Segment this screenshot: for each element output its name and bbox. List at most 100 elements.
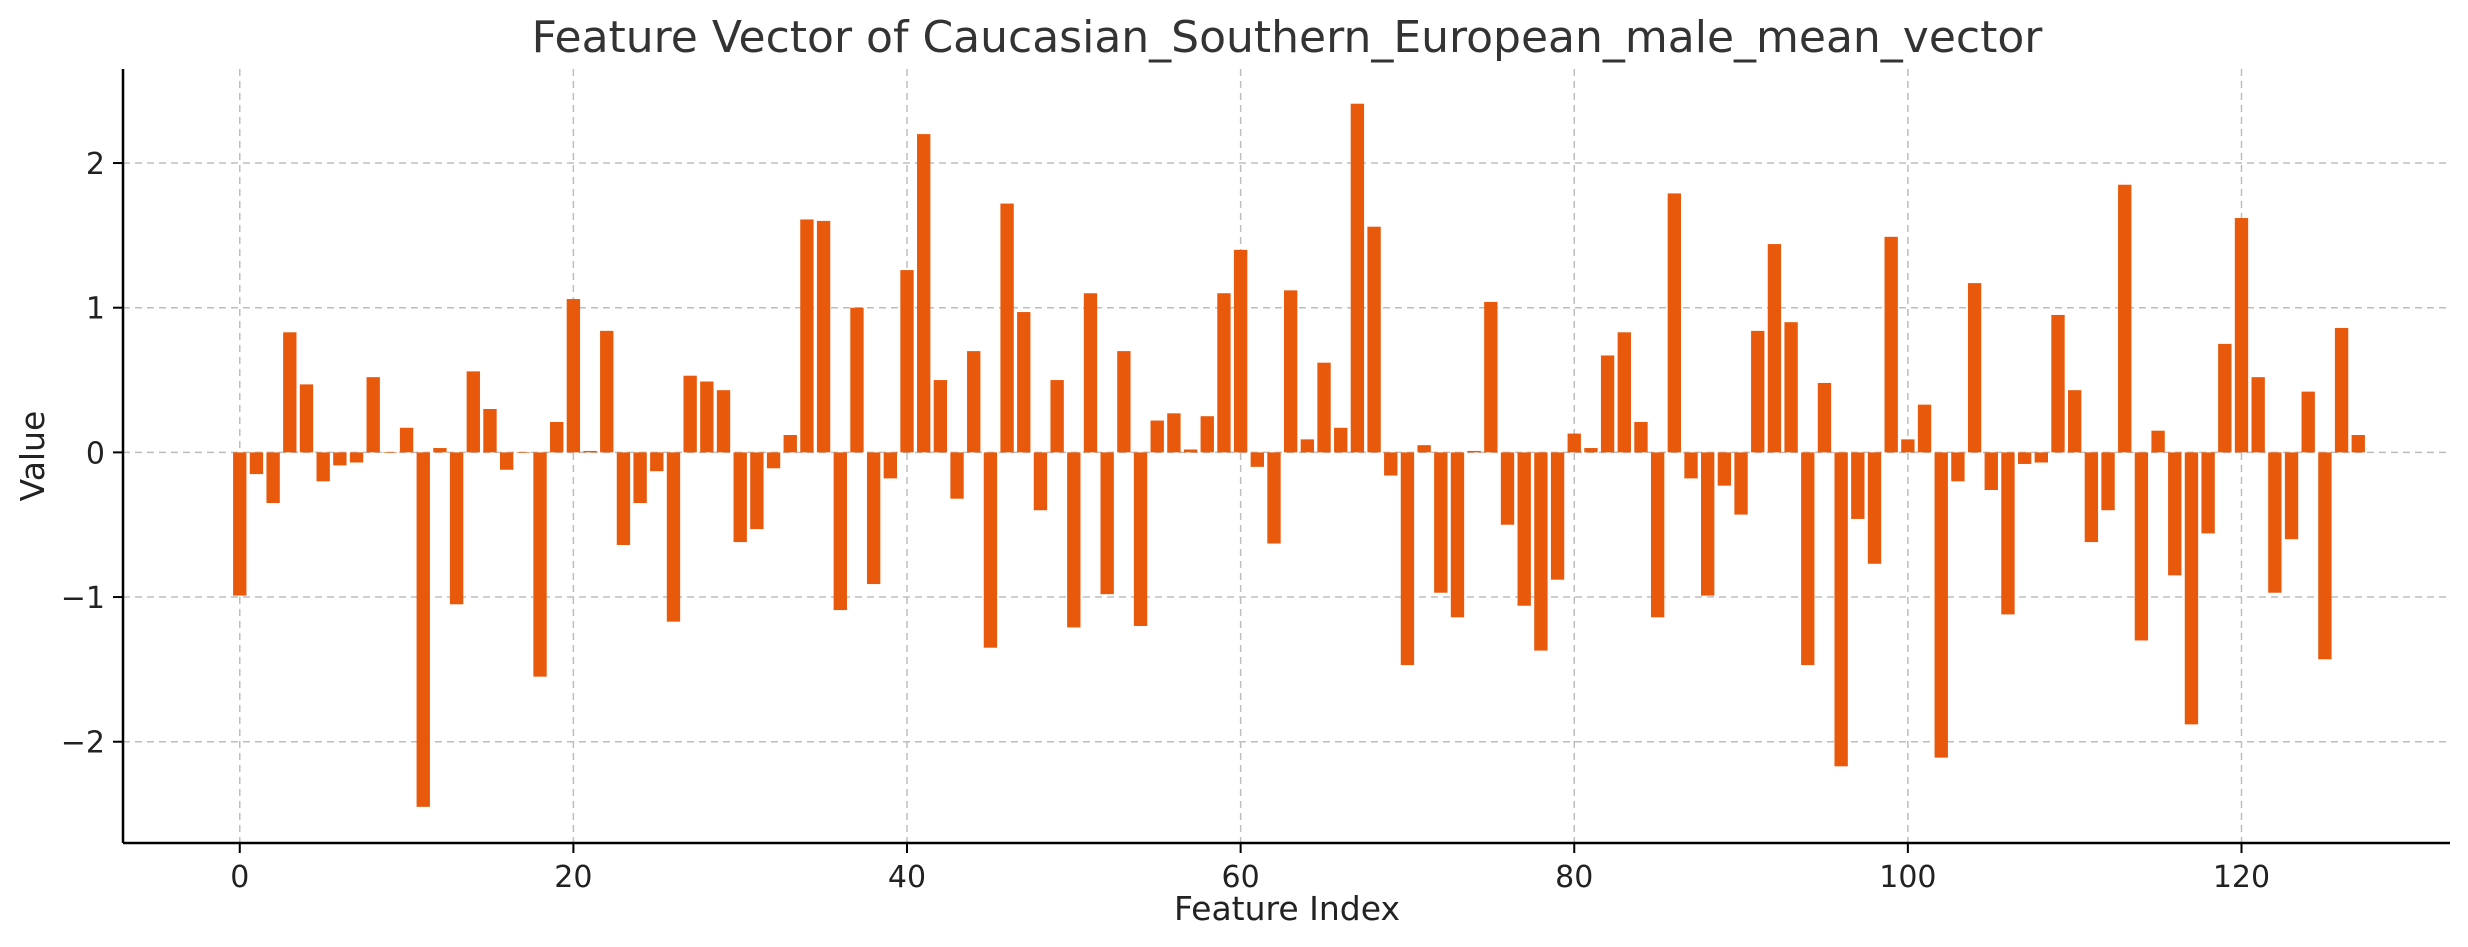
bar [2051,314,2065,453]
bar [1734,452,1748,515]
y-tick-label: −1 [61,581,105,616]
bar [2034,452,2048,463]
bar [2334,327,2349,453]
bar [1250,452,1264,467]
bar [1434,452,1448,593]
bar [700,381,714,453]
bar [1033,452,1048,511]
bar [1600,355,1615,453]
bar [900,270,914,453]
chart-title: Feature Vector of Caucasian_Southern_Eur… [532,12,2044,63]
bar [483,408,497,453]
x-tick-label: 40 [888,860,926,895]
bar [2134,452,2149,641]
bar [1334,427,1348,453]
bar [816,220,831,453]
bar [1801,452,1815,666]
bar [1267,452,1281,544]
bar [2084,452,2099,543]
bar [683,375,697,453]
axes [121,69,2450,845]
bar [1967,283,1982,453]
bar [1584,448,1598,453]
y-tick-label: −2 [61,726,105,761]
bar [499,452,514,470]
bar [1050,380,1064,453]
y-axis-label: Value [13,411,52,502]
bar [566,299,581,453]
bar [1367,226,1381,453]
bar [917,134,931,453]
bar [1901,439,1915,453]
bar [1467,450,1481,453]
y-tick-label: 1 [86,292,105,327]
x-tick-label: 80 [1555,860,1593,895]
bar [1017,312,1031,453]
bar [1667,193,1682,453]
bar [2351,435,2365,453]
grid-lines [123,69,2450,843]
bar [967,351,981,453]
bar [1300,439,1315,453]
bar [600,330,614,453]
bar [1233,249,1248,453]
bar [1634,422,1648,453]
bar [433,448,447,453]
bar [233,452,247,596]
bar [1534,452,1548,651]
bar [1934,452,1948,758]
bar [2017,452,2032,464]
bar [1133,452,1148,626]
ticks: 0 20 40 60 80 100 120 −2 −1 0 1 2 [61,147,2270,895]
bar [1484,301,1498,453]
bar [399,427,414,453]
bar [1784,322,1798,453]
bar [1917,404,1932,453]
x-tick-label: 120 [2213,860,2270,895]
bar [249,452,264,475]
bar [1767,244,1782,453]
bar [1083,293,1098,453]
bar [716,390,731,453]
bar [1851,452,1865,519]
bar [983,452,998,648]
bar [733,452,747,543]
bar [1650,452,1665,618]
bar [833,452,847,611]
bar [1183,449,1198,453]
bar [650,452,664,472]
bar [1417,445,1431,453]
bar [2118,184,2132,453]
y-tick-label: 0 [86,436,105,471]
bar [1350,103,1365,453]
bar [2268,452,2282,593]
bar [299,384,314,453]
bar [850,307,864,453]
bar [1283,290,1298,453]
bar [1500,452,1515,525]
bar [1617,332,1631,453]
bar [1984,452,1998,490]
bar [783,435,797,453]
y-tick-label: 2 [86,147,105,182]
bar [533,452,547,677]
bar [1817,382,1832,453]
bar [2251,377,2265,453]
bars [233,103,2365,807]
x-tick-label: 60 [1222,860,1260,895]
bar [366,377,380,453]
x-tick-label: 20 [554,860,592,895]
x-axis-label: Feature Index [1174,889,1400,928]
bar [2001,452,2015,615]
bar [1951,452,1965,482]
bar [1884,236,1898,453]
bar [2201,452,2215,534]
bar [866,452,881,585]
bar [1150,420,1164,453]
bar [1000,203,1014,453]
bar [1384,452,1398,476]
bar [1867,452,1882,564]
bar [1200,416,1214,453]
bar [2301,391,2315,453]
bar [2284,452,2299,540]
